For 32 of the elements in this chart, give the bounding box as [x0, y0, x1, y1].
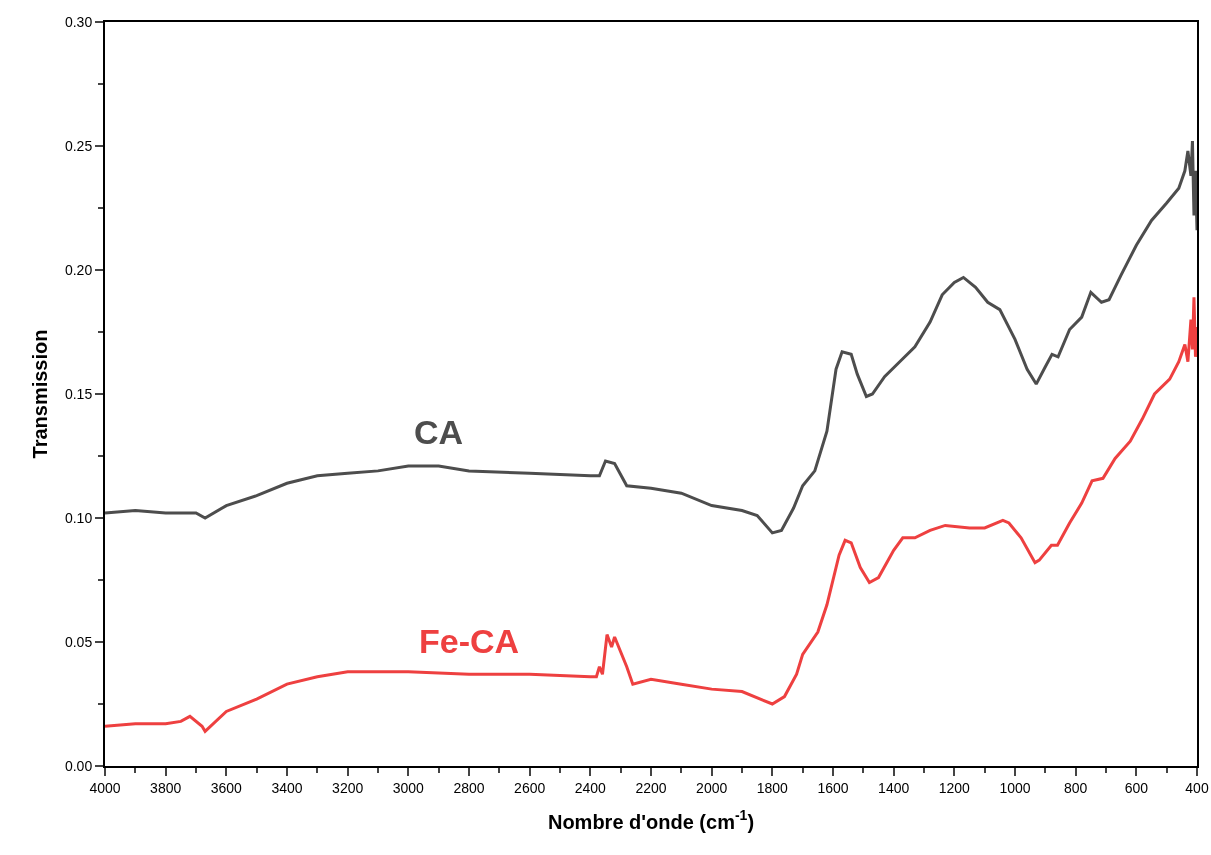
x-tick-label: 3200 — [332, 779, 364, 796]
x-tick-label: 3600 — [210, 779, 243, 796]
x-tick-label: 3000 — [392, 779, 425, 796]
x-tick-label: 1800 — [756, 779, 789, 796]
x-tick-label: 2200 — [635, 779, 667, 796]
x-tick-label: 1600 — [817, 779, 849, 796]
x-tick-label: 2000 — [696, 779, 728, 796]
y-tick-label: 0.15 — [64, 385, 93, 402]
x-tick-label: 400 — [1185, 779, 1209, 796]
line-series — [105, 139, 1197, 535]
x-tick-label: 3400 — [271, 779, 303, 796]
y-tick-label: 0.20 — [64, 261, 93, 278]
x-tick-label: 1200 — [938, 779, 971, 796]
x-tick-label: 2400 — [574, 779, 607, 796]
y-tick-label: 0.10 — [64, 509, 93, 526]
x-tick-label: 2600 — [514, 779, 546, 796]
x-tick-label: 1400 — [878, 779, 910, 796]
x-tick-label: 1000 — [999, 779, 1031, 796]
x-tick-label: 4000 — [89, 779, 121, 796]
x-tick-label: 2800 — [453, 779, 485, 796]
x-axis-title: Nombre d'onde (cm$^{-1}$) — [547, 807, 755, 833]
y-axis-title: Transmission — [28, 329, 51, 459]
x-tick-label: 800 — [1063, 779, 1088, 796]
y-tick-label: 0.05 — [64, 633, 93, 650]
series-label: CA — [414, 413, 464, 451]
y-tick-label: 0.25 — [64, 137, 93, 154]
y-tick-label: 0.00 — [64, 757, 93, 774]
series-label: Fe-CA — [419, 622, 520, 660]
line-series — [105, 295, 1197, 733]
x-tick-label: 600 — [1124, 779, 1149, 796]
y-tick-label: 0.30 — [64, 13, 93, 30]
x-tick-label: 3800 — [150, 779, 182, 796]
